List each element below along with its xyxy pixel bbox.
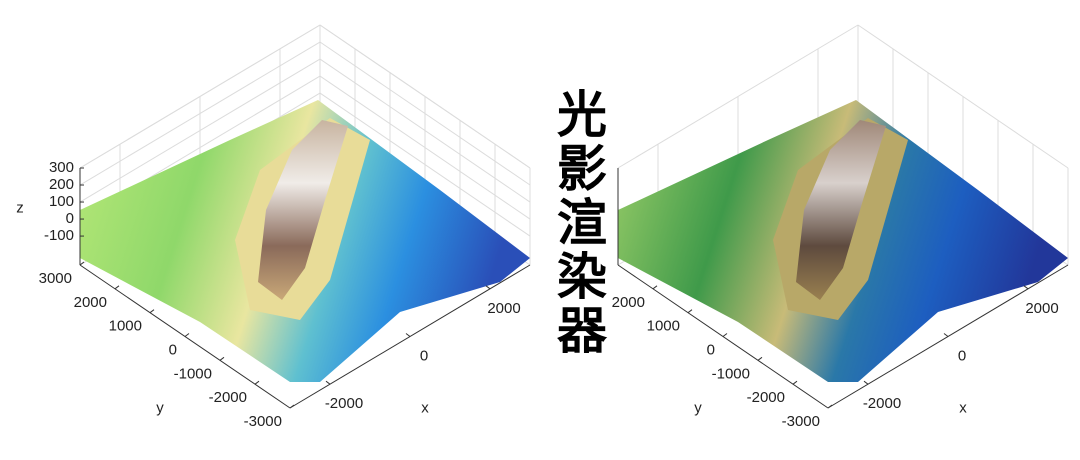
- calligraphy-title: 光影渲染器: [549, 88, 608, 358]
- y-tick: [254, 380, 260, 385]
- x-tick-label: 2000: [1025, 300, 1058, 317]
- y-tick-label: 1000: [647, 318, 680, 335]
- y-tick-label: 2000: [74, 294, 107, 311]
- y-tick-label: -1000: [174, 365, 212, 382]
- x-tick-label: 2000: [487, 300, 520, 317]
- grid-line: [79, 41, 321, 186]
- x-axis-label: x: [421, 399, 429, 416]
- y-tick-label: 3000: [39, 270, 72, 287]
- axes: -200002000-3000-2000-10000100020003000-1…: [16, 159, 1069, 430]
- y-tick: [219, 356, 225, 361]
- z-axis-label: z: [16, 199, 24, 216]
- x-tick: [1023, 285, 1029, 290]
- ridge: [258, 120, 348, 300]
- y-tick-label: -3000: [244, 413, 282, 430]
- y-tick: [757, 356, 763, 361]
- z-tick-label: -100: [44, 227, 74, 244]
- grid-line: [79, 24, 321, 169]
- x-tick-label: 0: [420, 347, 428, 364]
- y-tick: [792, 380, 798, 385]
- z-tick-label: 0: [66, 210, 74, 227]
- y-tick: [114, 285, 120, 290]
- y-tick-label: 0: [707, 341, 715, 358]
- grid-line: [319, 41, 531, 186]
- y-tick: [722, 333, 728, 337]
- y-tick-label: -3000: [782, 413, 820, 430]
- x-axis-label: x: [959, 399, 967, 416]
- z-tick-label: 300: [49, 159, 74, 176]
- grid-line: [319, 75, 531, 220]
- y-tick: [79, 261, 85, 266]
- surface: [80, 100, 1068, 382]
- y-axis-label: y: [156, 399, 164, 416]
- y-tick: [652, 285, 658, 290]
- x-tick: [405, 333, 411, 337]
- y-tick-label: 1000: [109, 318, 142, 335]
- y-tick: [289, 404, 295, 409]
- x-tick-label: -2000: [863, 395, 901, 412]
- y-tick: [149, 309, 155, 314]
- x-tick: [943, 333, 949, 337]
- grid-line: [79, 58, 321, 203]
- y-axis-label: y: [694, 399, 702, 416]
- y-tick: [184, 333, 190, 337]
- x-tick: [863, 380, 869, 385]
- y-tick-label: -2000: [209, 389, 247, 406]
- y-tick-label: 2000: [612, 294, 645, 311]
- y-tick-label: -1000: [712, 365, 750, 382]
- z-tick-label: 200: [49, 176, 74, 193]
- y-tick-label: -2000: [747, 389, 785, 406]
- z-tick-label: 100: [49, 193, 74, 210]
- grid-line: [319, 24, 531, 169]
- x-tick: [485, 285, 491, 290]
- x-tick: [325, 380, 331, 385]
- y-tick: [687, 309, 693, 314]
- grid-line: [319, 92, 531, 237]
- grid-line: [319, 58, 531, 203]
- x-tick-label: 0: [958, 347, 966, 364]
- x-tick-label: -2000: [325, 395, 363, 412]
- ridge: [796, 120, 886, 300]
- y-tick: [827, 404, 833, 409]
- y-tick-label: 0: [169, 341, 177, 358]
